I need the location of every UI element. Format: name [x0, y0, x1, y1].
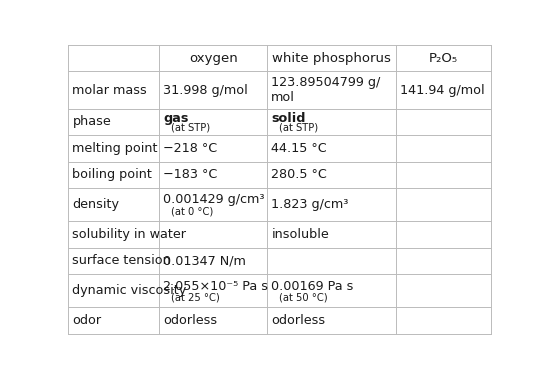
Text: (at 0 °C): (at 0 °C): [171, 207, 213, 217]
Text: gas: gas: [163, 112, 189, 125]
Text: 1.823 g/cm³: 1.823 g/cm³: [271, 198, 349, 211]
Text: white phosphorus: white phosphorus: [272, 52, 391, 65]
Text: solid: solid: [271, 112, 306, 125]
Text: insoluble: insoluble: [271, 228, 329, 241]
Text: 44.15 °C: 44.15 °C: [271, 142, 327, 155]
Text: surface tension: surface tension: [73, 254, 171, 267]
Text: (at 25 °C): (at 25 °C): [171, 293, 220, 303]
Text: 2.055×10⁻⁵ Pa s: 2.055×10⁻⁵ Pa s: [163, 280, 269, 292]
Text: boiling point: boiling point: [73, 168, 152, 181]
Text: 141.94 g/mol: 141.94 g/mol: [400, 84, 485, 96]
Text: −218 °C: −218 °C: [163, 142, 218, 155]
Text: 31.998 g/mol: 31.998 g/mol: [163, 84, 248, 96]
Text: dynamic viscosity: dynamic viscosity: [73, 284, 187, 297]
Text: density: density: [73, 198, 120, 211]
Text: 280.5 °C: 280.5 °C: [271, 168, 327, 181]
Text: odorless: odorless: [271, 314, 325, 327]
Text: oxygen: oxygen: [189, 52, 238, 65]
Text: (at STP): (at STP): [171, 123, 210, 133]
Text: 0.01347 N/m: 0.01347 N/m: [163, 254, 246, 267]
Text: 0.00169 Pa s: 0.00169 Pa s: [271, 280, 354, 292]
Text: (at STP): (at STP): [279, 123, 318, 133]
Text: P₂O₅: P₂O₅: [429, 52, 458, 65]
Text: −183 °C: −183 °C: [163, 168, 218, 181]
Text: phase: phase: [73, 116, 111, 128]
Text: odor: odor: [73, 314, 102, 327]
Text: 123.89504799 g/
mol: 123.89504799 g/ mol: [271, 76, 381, 104]
Text: (at 50 °C): (at 50 °C): [279, 293, 328, 303]
Text: molar mass: molar mass: [73, 84, 147, 96]
Text: 0.001429 g/cm³: 0.001429 g/cm³: [163, 194, 265, 207]
Text: odorless: odorless: [163, 314, 218, 327]
Text: solubility in water: solubility in water: [73, 228, 187, 241]
Text: melting point: melting point: [73, 142, 158, 155]
